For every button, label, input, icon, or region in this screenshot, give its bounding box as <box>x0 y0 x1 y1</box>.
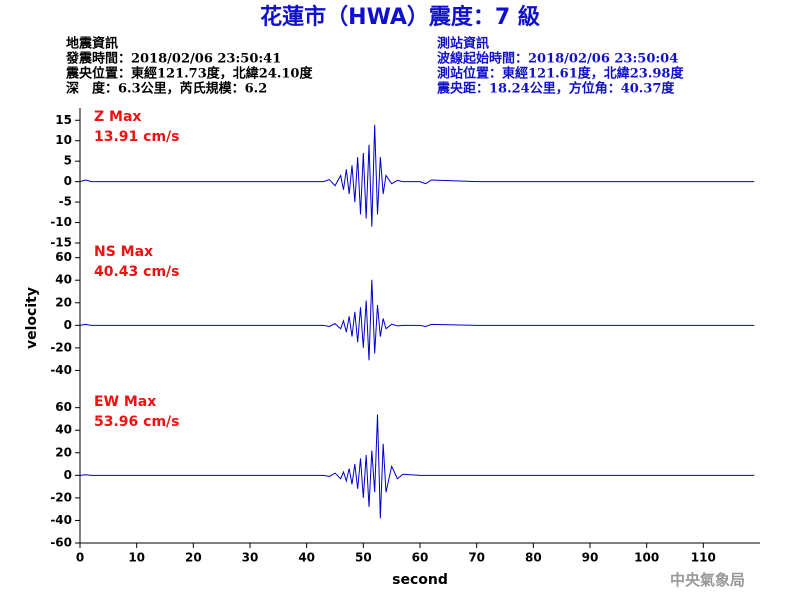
x-axis-label: second <box>392 572 448 588</box>
annotation: 40.43 cm/s <box>94 264 180 280</box>
y-tick-label: -20 <box>50 340 72 354</box>
y-tick-label: -10 <box>50 215 72 229</box>
y-tick-label: 0 <box>64 468 72 482</box>
info-line: 波線起始時間：2018/02/06 23:50:04 <box>437 51 678 67</box>
annotation: Z Max <box>94 109 141 125</box>
y-tick-label: 20 <box>55 445 72 459</box>
x-tick-label: 40 <box>298 551 315 565</box>
y-tick-label: 10 <box>55 133 72 147</box>
x-tick-label: 80 <box>525 551 542 565</box>
x-tick-label: 20 <box>185 551 202 565</box>
annotation: NS Max <box>94 244 153 260</box>
x-tick-label: 30 <box>242 551 259 565</box>
y-tick-label: 20 <box>55 295 72 309</box>
info-line: 震央距：18.24公里，方位角：40.37度 <box>436 81 675 97</box>
info-line: 測站資訊 <box>437 36 489 52</box>
y-tick-label: -15 <box>50 236 72 250</box>
info-line: 測站位置：東經121.61度，北緯23.98度 <box>437 66 684 82</box>
watermark: 中央氣象局 <box>670 571 745 589</box>
y-tick-label: 40 <box>55 273 72 287</box>
y-axis-label: velocity <box>24 287 40 349</box>
x-tick-label: 10 <box>128 551 145 565</box>
y-tick-label: 60 <box>55 400 72 414</box>
y-tick-label: -40 <box>50 513 72 527</box>
x-tick-label: 60 <box>412 551 429 565</box>
info-line: 震央位置：東經121.73度，北緯24.10度 <box>65 66 313 82</box>
y-tick-label: -40 <box>50 363 72 377</box>
y-tick-label: 0 <box>64 318 72 332</box>
y-tick-label: -60 <box>50 536 72 550</box>
y-tick-label: -5 <box>59 195 72 209</box>
info-line: 地震資訊 <box>66 36 118 52</box>
x-tick-label: 90 <box>582 551 599 565</box>
x-tick-label: 70 <box>468 551 485 565</box>
waveform <box>79 414 755 519</box>
annotation: 53.96 cm/s <box>94 414 180 430</box>
y-tick-label: 60 <box>55 250 72 264</box>
y-tick-label: 15 <box>55 113 72 127</box>
waveform <box>79 279 755 361</box>
y-tick-label: 0 <box>64 174 72 188</box>
annotation: 13.91 cm/s <box>94 129 180 145</box>
annotation: EW Max <box>94 394 156 410</box>
x-tick-label: 100 <box>634 551 659 565</box>
info-line: 發震時間：2018/02/06 23:50:41 <box>65 51 281 67</box>
x-tick-label: 0 <box>76 551 84 565</box>
waveform <box>79 124 755 227</box>
chart-title: 花蓮市（HWA）震度：7 級 <box>260 4 540 30</box>
info-line: 深 度：6.3公里，芮氏規模：6.2 <box>66 81 267 97</box>
y-tick-label: 5 <box>64 154 72 168</box>
y-tick-label: 40 <box>55 423 72 437</box>
y-tick-label: -20 <box>50 490 72 504</box>
x-tick-label: 110 <box>691 551 716 565</box>
x-tick-label: 50 <box>355 551 372 565</box>
